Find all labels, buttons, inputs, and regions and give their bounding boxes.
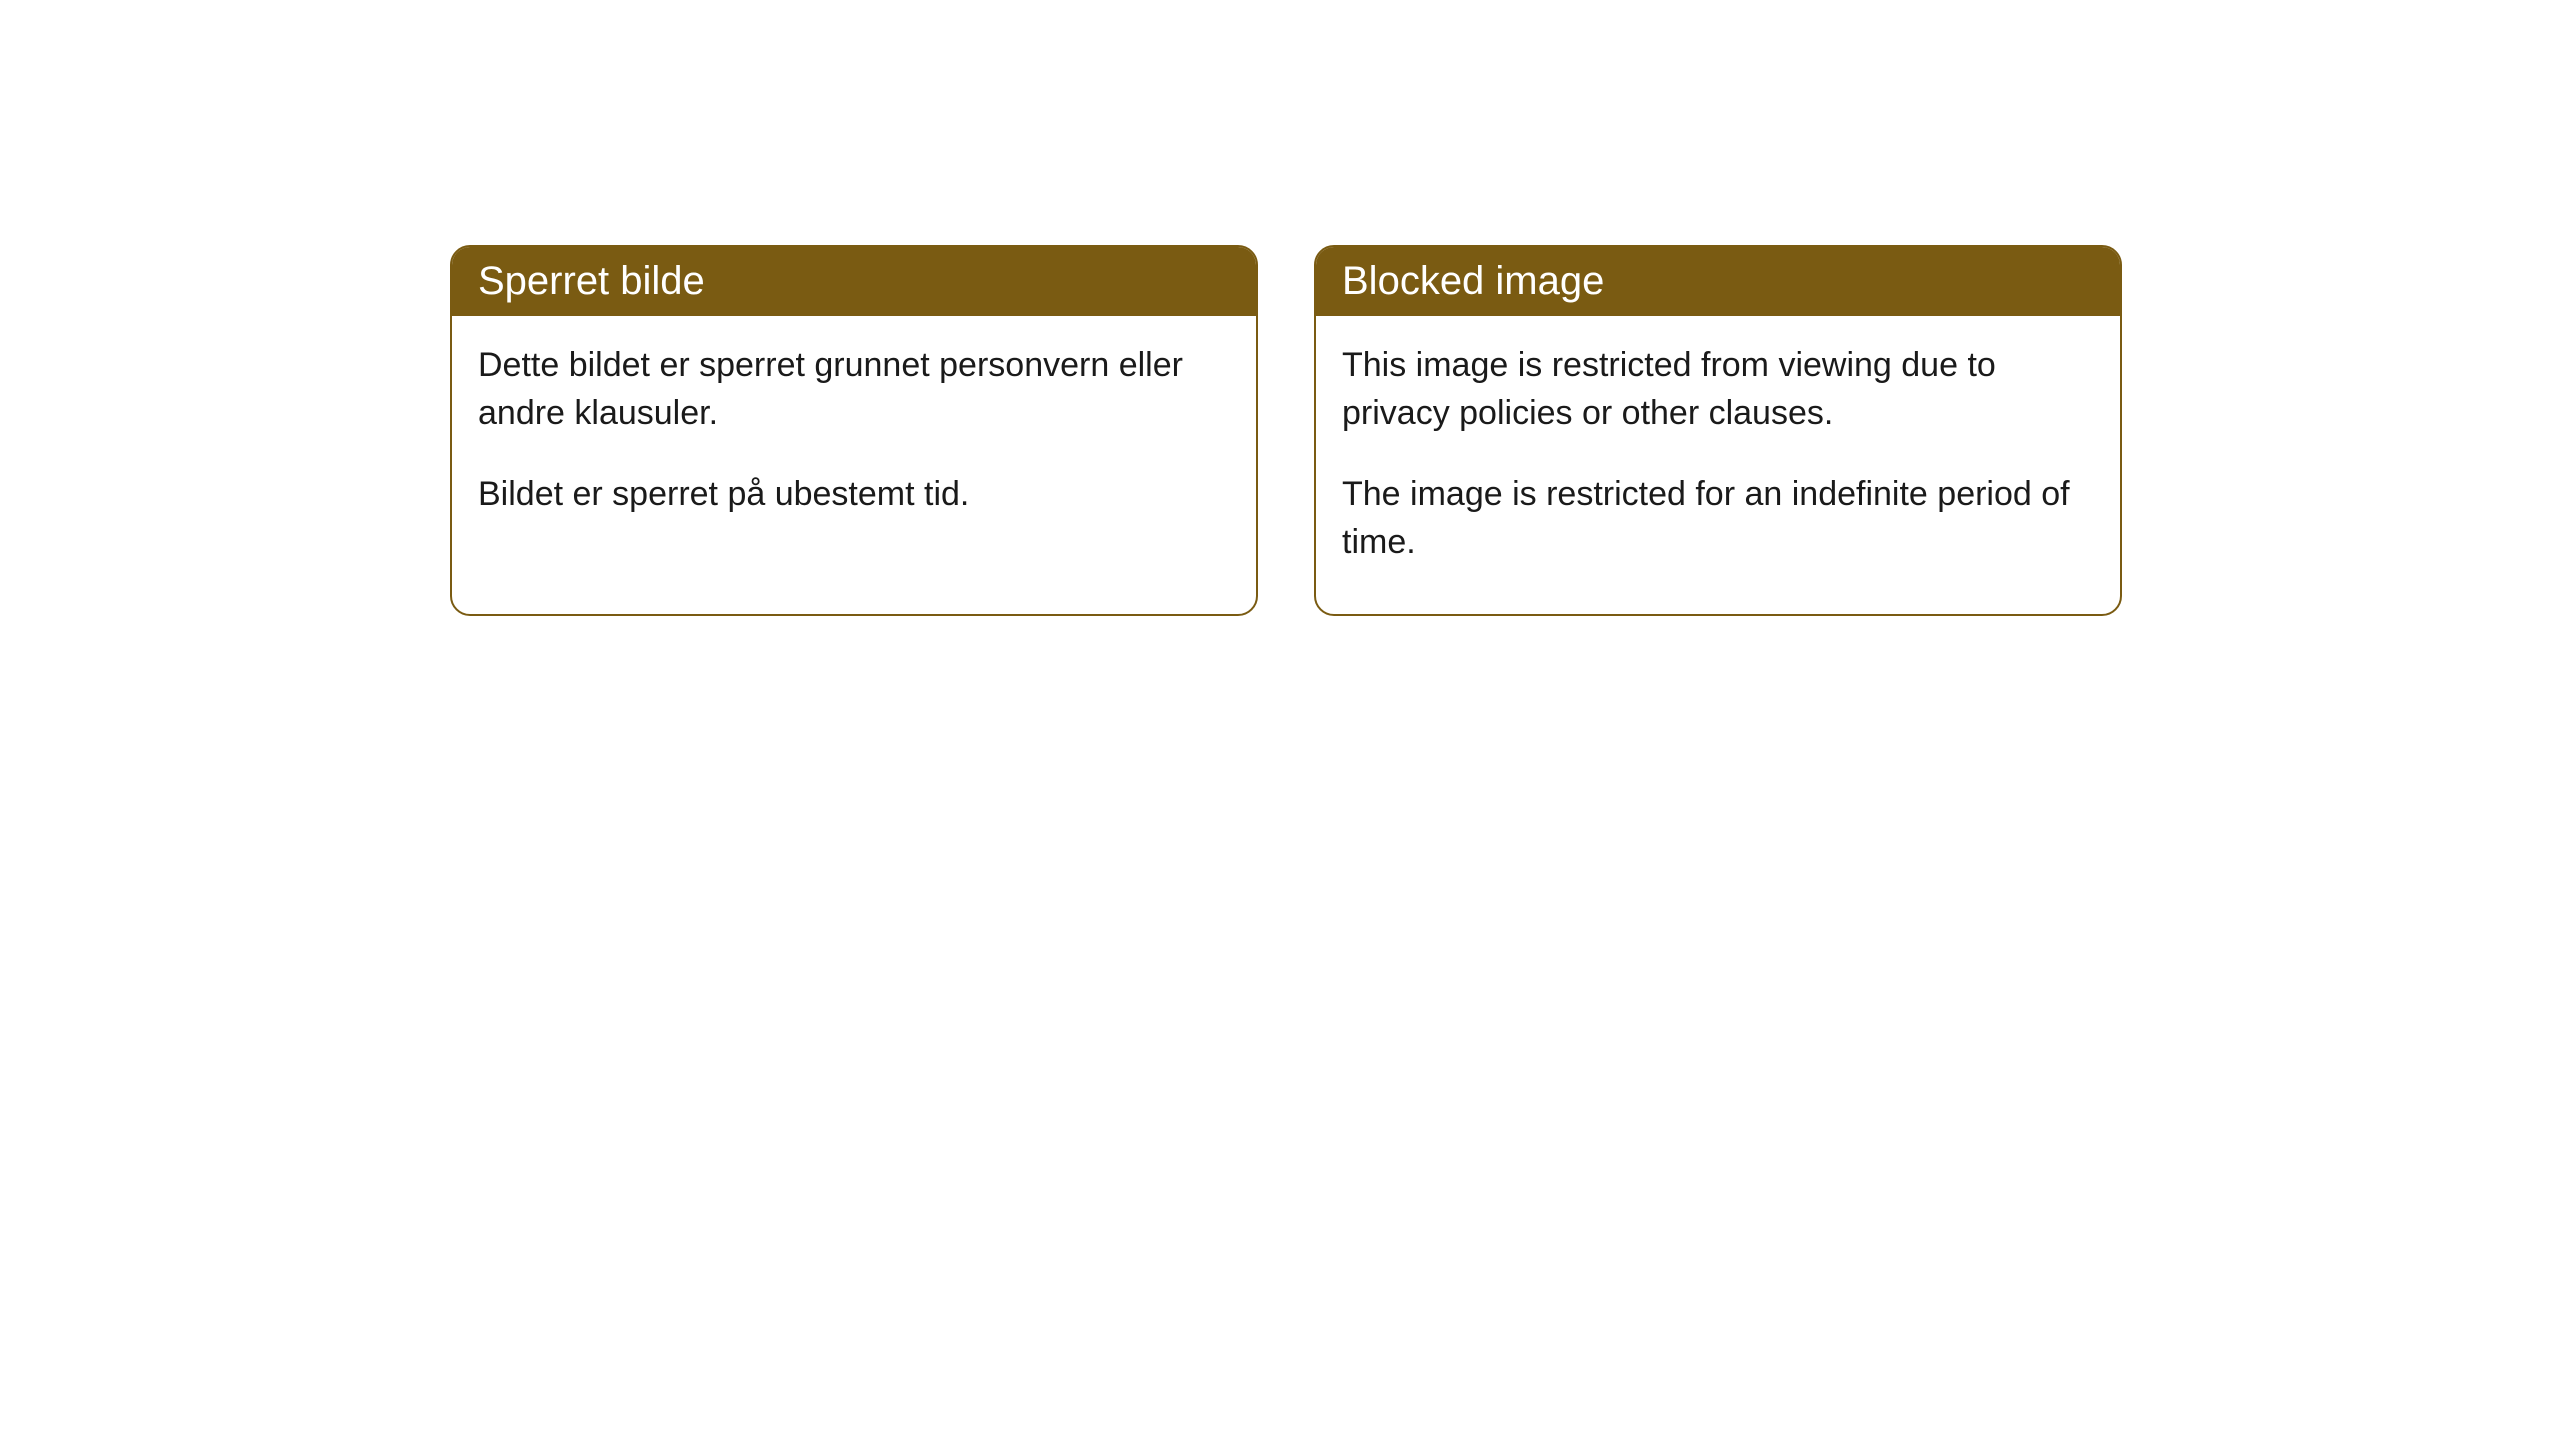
card-body: Dette bildet er sperret grunnet personve… [452,316,1256,567]
card-paragraph: This image is restricted from viewing du… [1342,342,2094,437]
card-body: This image is restricted from viewing du… [1316,316,2120,614]
notice-card-norwegian: Sperret bilde Dette bildet er sperret gr… [450,245,1258,616]
card-title: Blocked image [1342,259,1604,303]
card-header: Blocked image [1316,247,2120,316]
card-title: Sperret bilde [478,259,705,303]
card-paragraph: The image is restricted for an indefinit… [1342,471,2094,566]
card-header: Sperret bilde [452,247,1256,316]
card-paragraph: Dette bildet er sperret grunnet personve… [478,342,1230,437]
notice-cards-row: Sperret bilde Dette bildet er sperret gr… [450,245,2560,616]
notice-card-english: Blocked image This image is restricted f… [1314,245,2122,616]
card-paragraph: Bildet er sperret på ubestemt tid. [478,471,1230,519]
